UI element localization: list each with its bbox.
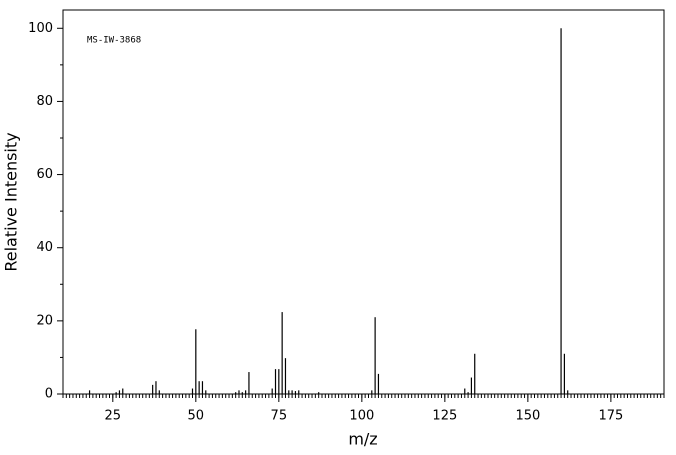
x-tick-label: 175 xyxy=(598,409,623,424)
plot-frame xyxy=(62,9,665,395)
y-tick-label: 80 xyxy=(36,94,53,109)
x-axis-label: m/z xyxy=(348,430,377,449)
x-tick-label: 100 xyxy=(349,409,374,424)
y-axis-label: Relative Intensity xyxy=(2,132,21,271)
y-tick-label: 20 xyxy=(36,313,53,328)
x-tick-label: 150 xyxy=(515,409,540,424)
x-tick-label: 50 xyxy=(188,409,205,424)
y-tick-label: 0 xyxy=(45,387,53,402)
y-tick-label: 60 xyxy=(36,167,53,182)
y-tick-label: 100 xyxy=(28,21,53,36)
annotation: MS-IW-3868 xyxy=(87,36,141,46)
x-tick-label: 25 xyxy=(105,409,122,424)
x-tick-label: 75 xyxy=(271,409,288,424)
y-tick-label: 40 xyxy=(36,240,53,255)
x-tick-label: 125 xyxy=(432,409,457,424)
